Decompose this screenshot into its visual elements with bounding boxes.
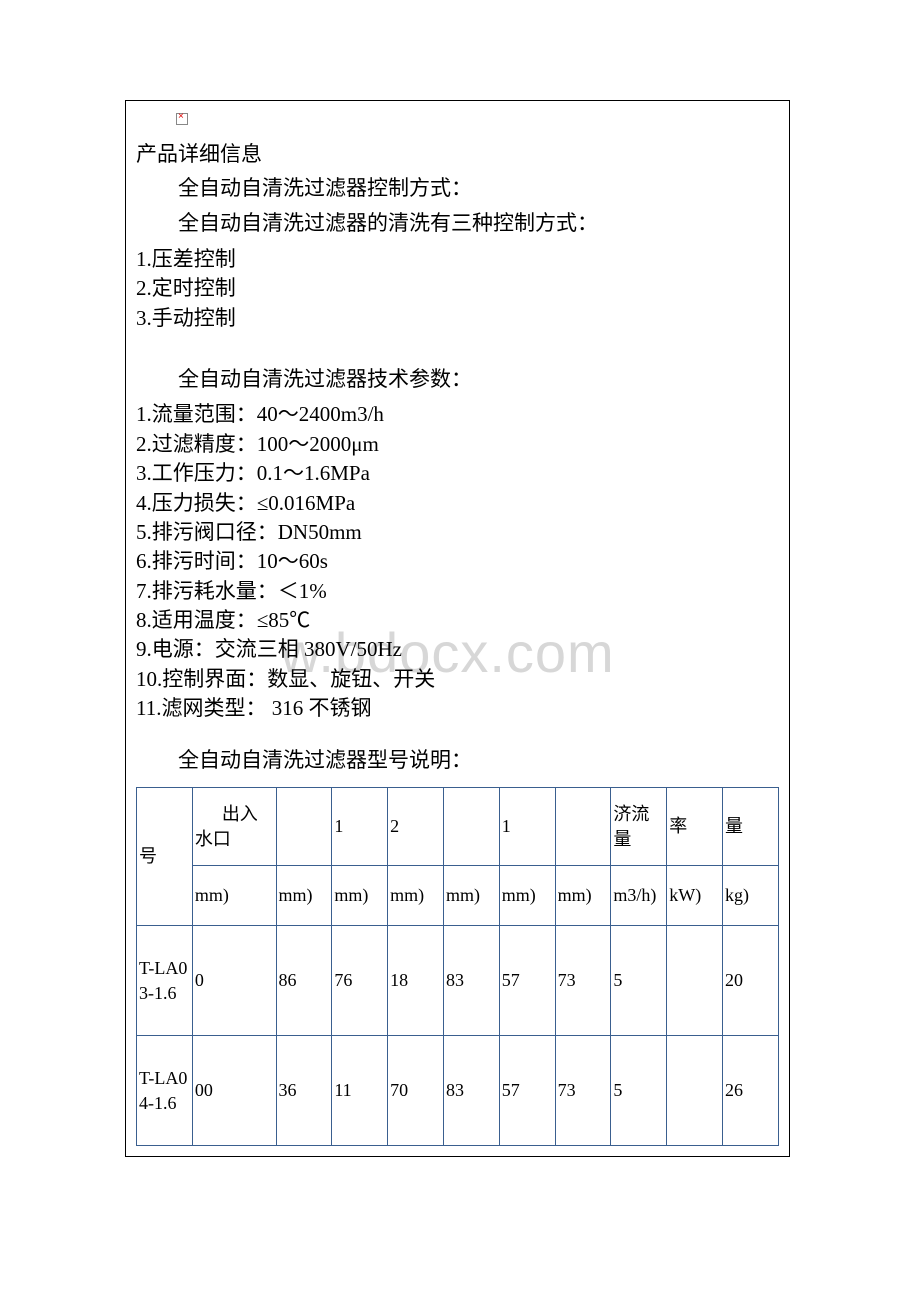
- table-cell: [667, 926, 723, 1036]
- table-cell: 73: [555, 1036, 611, 1146]
- table-header-row: 号 出入水口 1 2 1 济流量 率 量: [137, 788, 779, 866]
- param-item: 10.控制界面：数显、旋钮、开关: [136, 665, 779, 694]
- control-mode-item: 2.定时控制: [136, 274, 779, 303]
- table-cell: 83: [443, 1036, 499, 1146]
- table-cell: 70: [388, 1036, 444, 1146]
- table-cell: 18: [388, 926, 444, 1036]
- table-cell: 83: [443, 926, 499, 1036]
- table-cell: 57: [499, 1036, 555, 1146]
- table-header-cell: 量: [723, 788, 779, 866]
- table-unit-cell: mm): [443, 866, 499, 926]
- table-cell-model: T-LA03-1.6: [137, 926, 193, 1036]
- document-frame: 产品详细信息 全自动自清洗过滤器控制方式： 全自动自清洗过滤器的清洗有三种控制方…: [125, 100, 790, 1157]
- model-heading: 全自动自清洗过滤器型号说明：: [136, 746, 779, 775]
- table-unit-cell: m3/h): [611, 866, 667, 926]
- table-header-cell: 率: [667, 788, 723, 866]
- table-header-cell: 2: [388, 788, 444, 866]
- control-mode-item: 3.手动控制: [136, 304, 779, 333]
- broken-image-icon: [176, 113, 188, 125]
- param-item: 5.排污阀口径：DN50mm: [136, 518, 779, 547]
- table-unit-cell: mm): [499, 866, 555, 926]
- table-unit-cell: kg): [723, 866, 779, 926]
- table-header-cell: 1: [332, 788, 388, 866]
- table-cell: 76: [332, 926, 388, 1036]
- table-unit-cell: mm): [388, 866, 444, 926]
- table-cell: 5: [611, 926, 667, 1036]
- table-header-cell: [555, 788, 611, 866]
- table-header-cell: 号: [137, 788, 193, 926]
- table-unit-cell: mm): [332, 866, 388, 926]
- control-mode-item: 1.压差控制: [136, 245, 779, 274]
- control-intro: 全自动自清洗过滤器的清洗有三种控制方式：: [136, 209, 779, 238]
- table-header-cell: [443, 788, 499, 866]
- table-unit-row: mm) mm) mm) mm) mm) mm) mm) m3/h) kW) kg…: [137, 866, 779, 926]
- table-header-cell: [276, 788, 332, 866]
- control-heading: 全自动自清洗过滤器控制方式：: [136, 174, 779, 203]
- table-cell: 5: [611, 1036, 667, 1146]
- param-item: 4.压力损失：≤0.016MPa: [136, 489, 779, 518]
- table-unit-cell: kW): [667, 866, 723, 926]
- param-item: 11.滤网类型： 316 不锈钢: [136, 694, 779, 723]
- table-unit-cell: mm): [555, 866, 611, 926]
- param-item: 2.过滤精度：100～2000μm: [136, 430, 779, 459]
- table-header-cell: 1: [499, 788, 555, 866]
- table-cell: 86: [276, 926, 332, 1036]
- table-cell: 20: [723, 926, 779, 1036]
- table-cell: 36: [276, 1036, 332, 1146]
- table-cell-model: T-LA04-1.6: [137, 1036, 193, 1146]
- table-unit-cell: mm): [276, 866, 332, 926]
- params-heading: 全自动自清洗过滤器技术参数：: [136, 365, 779, 394]
- param-item: 3.工作压力：0.1～1.6MPa: [136, 459, 779, 488]
- table-row: T-LA04-1.6 00 36 11 70 83 57 73 5 26: [137, 1036, 779, 1146]
- table-header-cell: 出入水口: [192, 788, 276, 866]
- table-header-cell: 济流量: [611, 788, 667, 866]
- table-cell: 73: [555, 926, 611, 1036]
- param-item: 6.排污时间：10～60s: [136, 547, 779, 576]
- table-cell: 11: [332, 1036, 388, 1146]
- table-cell: 0: [192, 926, 276, 1036]
- param-item: 7.排污耗水量：＜1%: [136, 577, 779, 606]
- table-cell: 57: [499, 926, 555, 1036]
- table-unit-cell: mm): [192, 866, 276, 926]
- table-cell: 00: [192, 1036, 276, 1146]
- table-row: T-LA03-1.6 0 86 76 18 83 57 73 5 20: [137, 926, 779, 1036]
- table-cell: [667, 1036, 723, 1146]
- param-item: 9.电源：交流三相 380V/50Hz: [136, 635, 779, 664]
- spec-table: 号 出入水口 1 2 1 济流量 率 量 mm) mm) mm) mm): [136, 787, 779, 1146]
- table-cell: 26: [723, 1036, 779, 1146]
- param-item: 8.适用温度：≤85℃: [136, 606, 779, 635]
- param-item: 1.流量范围：40～2400m3/h: [136, 400, 779, 429]
- page-title: 产品详细信息: [136, 138, 779, 168]
